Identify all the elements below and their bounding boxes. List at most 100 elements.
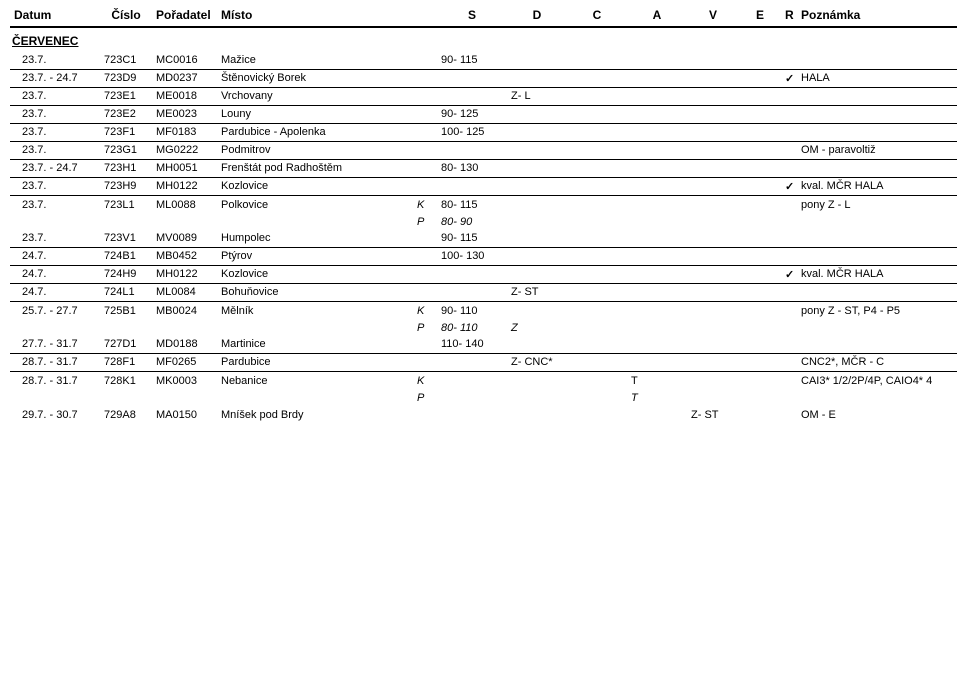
cell-r (781, 302, 797, 319)
cell-d (507, 248, 567, 265)
cell-cislo (100, 319, 152, 336)
cell-c (567, 266, 627, 283)
table-row: P80- 110Z (10, 319, 957, 336)
cell-poradatel: MV0089 (152, 230, 217, 247)
col-poznamka: Poznámka (797, 6, 957, 27)
cell-r (781, 354, 797, 371)
cell-d (507, 406, 567, 423)
cell-v (687, 52, 739, 69)
cell-datum (10, 319, 100, 336)
cell-poradatel: MH0122 (152, 266, 217, 283)
table-row: 23.7.723E2ME0023Louny90- 125 (10, 106, 957, 123)
cell-misto: Louny (217, 106, 417, 123)
cell-r (781, 266, 797, 283)
cell-s: 90- 125 (437, 106, 507, 123)
table-row: 25.7. - 27.7725B1MB0024MělníkK90- 110pon… (10, 302, 957, 319)
cell-kp: K (417, 372, 437, 389)
cell-cislo: 723E1 (100, 88, 152, 105)
cell-a (627, 406, 687, 423)
cell-d (507, 230, 567, 247)
cell-r (781, 284, 797, 301)
cell-kp (417, 284, 437, 301)
cell-kp (417, 124, 437, 141)
cell-v (687, 248, 739, 265)
cell-c (567, 196, 627, 213)
cell-r (781, 319, 797, 336)
cell-d (507, 124, 567, 141)
table-row: 23.7.723C1MC0016Mažice90- 115 (10, 52, 957, 69)
cell-cislo: 724L1 (100, 284, 152, 301)
cell-kp (417, 406, 437, 423)
cell-datum: 23.7. - 24.7 (10, 160, 100, 177)
cell-v (687, 319, 739, 336)
table-row: 23.7.723H9MH0122Kozlovicekval. MČR HALA (10, 178, 957, 195)
cell-a (627, 106, 687, 123)
cell-d (507, 213, 567, 230)
cell-s: 80- 130 (437, 160, 507, 177)
cell-s: 110- 140 (437, 336, 507, 353)
cell-d (507, 372, 567, 389)
cell-v (687, 160, 739, 177)
cell-poznamka: kval. MČR HALA (797, 178, 957, 195)
cell-s (437, 70, 507, 87)
cell-d: Z- ST (507, 284, 567, 301)
cell-e (739, 354, 781, 371)
cell-v (687, 213, 739, 230)
cell-kp (417, 142, 437, 159)
cell-v (687, 88, 739, 105)
cell-cislo: 723E2 (100, 106, 152, 123)
cell-datum: 23.7. (10, 88, 100, 105)
cell-poznamka (797, 248, 957, 265)
cell-c (567, 248, 627, 265)
cell-s: 90- 115 (437, 52, 507, 69)
cell-poznamka: CNC2*, MČR - C (797, 354, 957, 371)
cell-kp (417, 70, 437, 87)
cell-kp (417, 160, 437, 177)
cell-datum: 28.7. - 31.7 (10, 372, 100, 389)
cell-misto: Mažice (217, 52, 417, 69)
cell-misto: Ptýrov (217, 248, 417, 265)
cell-poradatel (152, 319, 217, 336)
cell-v (687, 302, 739, 319)
cell-cislo: 724H9 (100, 266, 152, 283)
cell-v (687, 230, 739, 247)
cell-a (627, 52, 687, 69)
cell-r (781, 389, 797, 406)
cell-poznamka: OM - E (797, 406, 957, 423)
col-a: A (627, 6, 687, 27)
cell-a: T (627, 372, 687, 389)
cell-poznamka (797, 230, 957, 247)
cell-e (739, 88, 781, 105)
cell-d (507, 160, 567, 177)
col-v: V (687, 6, 739, 27)
cell-r (781, 52, 797, 69)
cell-c (567, 213, 627, 230)
cell-v (687, 389, 739, 406)
cell-poradatel: MK0003 (152, 372, 217, 389)
cell-s: 100- 125 (437, 124, 507, 141)
cell-poradatel (152, 213, 217, 230)
cell-misto: Polkovice (217, 196, 417, 213)
cell-e (739, 284, 781, 301)
cell-s (437, 266, 507, 283)
cell-poznamka: OM - paravoltiž (797, 142, 957, 159)
cell-s: 80- 115 (437, 196, 507, 213)
cell-cislo: 723V1 (100, 230, 152, 247)
cell-e (739, 248, 781, 265)
table-row: 28.7. - 31.7728K1MK0003NebaniceKTCAI3* 1… (10, 372, 957, 389)
cell-poznamka (797, 88, 957, 105)
cell-datum: 24.7. (10, 284, 100, 301)
col-poradatel: Pořadatel (152, 6, 217, 27)
cell-v (687, 284, 739, 301)
cell-poznamka: CAI3* 1/2/2P/4P, CAIO4* 4 (797, 372, 957, 389)
check-icon (785, 181, 797, 193)
cell-poradatel: MB0024 (152, 302, 217, 319)
table-row: 24.7.724H9MH0122Kozlovicekval. MČR HALA (10, 266, 957, 283)
cell-a (627, 319, 687, 336)
cell-misto (217, 213, 417, 230)
cell-poznamka: pony Z - ST, P4 - P5 (797, 302, 957, 319)
cell-poradatel: MF0265 (152, 354, 217, 371)
cell-poradatel: MC0016 (152, 52, 217, 69)
cell-r (781, 142, 797, 159)
cell-datum: 27.7. - 31.7 (10, 336, 100, 353)
